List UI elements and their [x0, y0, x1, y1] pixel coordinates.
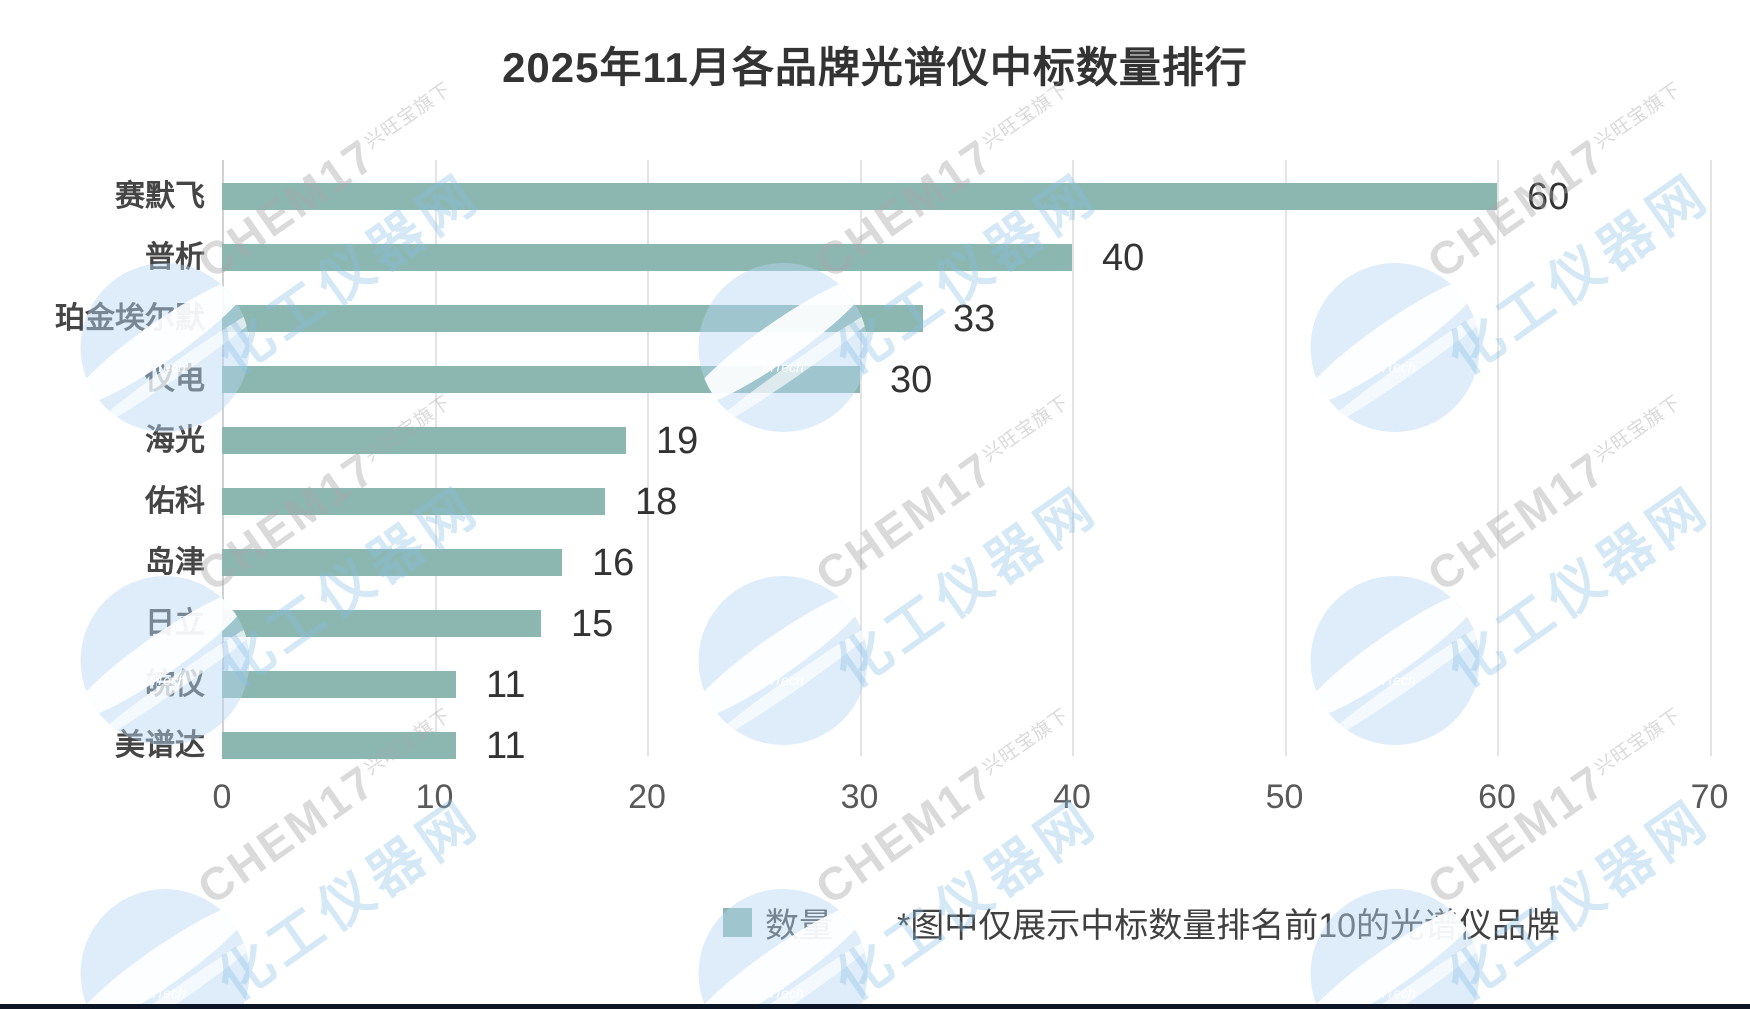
x-tick-label: 50 — [1265, 778, 1304, 816]
footer-accent-bar — [0, 1004, 1750, 1009]
bar — [222, 549, 562, 576]
gridline — [1709, 160, 1712, 756]
value-label: 18 — [635, 481, 678, 523]
category-label: 普析 — [145, 241, 205, 274]
bar — [222, 610, 541, 637]
bar — [222, 732, 456, 759]
bar — [222, 305, 923, 332]
category-label: 仪电 — [145, 363, 205, 396]
x-tick-label: 0 — [212, 778, 232, 816]
bar — [222, 244, 1072, 271]
bar — [222, 671, 456, 698]
x-tick-label: 60 — [1478, 778, 1516, 816]
gridline — [859, 160, 862, 756]
value-label: 33 — [953, 298, 996, 340]
x-tick-label: 70 — [1690, 778, 1729, 816]
bar — [222, 488, 605, 515]
x-tick-label: 20 — [628, 778, 666, 816]
gridline — [434, 160, 437, 756]
value-label: 16 — [592, 542, 635, 584]
category-label: 赛默飞 — [115, 180, 205, 213]
value-label: 11 — [486, 664, 526, 706]
x-tick-label: 10 — [415, 778, 454, 816]
gridline — [1284, 160, 1287, 756]
x-tick-label: 40 — [1053, 778, 1091, 816]
category-label: 日立 — [145, 607, 205, 640]
gridline — [1072, 160, 1074, 756]
gridline — [1497, 160, 1499, 756]
chart-title: 2025年11月各品牌光谱仪中标数量排行 — [502, 44, 1248, 91]
value-label: 30 — [890, 359, 933, 401]
category-label: 皖仪 — [145, 668, 205, 701]
category-label: 佑科 — [145, 485, 205, 518]
y-axis-line — [222, 160, 224, 756]
value-label: 60 — [1527, 176, 1570, 218]
value-label: 19 — [656, 420, 699, 462]
gridline — [647, 160, 649, 756]
category-label: 美谱达 — [115, 729, 205, 762]
value-label: 11 — [486, 725, 526, 767]
category-label: 海光 — [145, 424, 205, 457]
value-label: 40 — [1102, 237, 1145, 279]
category-label: 珀金埃尔默 — [55, 302, 205, 335]
category-label: 岛津 — [145, 546, 205, 579]
bar — [222, 183, 1497, 210]
value-label: 15 — [571, 603, 614, 645]
x-tick-label: 30 — [840, 778, 879, 816]
bar — [222, 366, 860, 393]
bar — [222, 427, 626, 454]
